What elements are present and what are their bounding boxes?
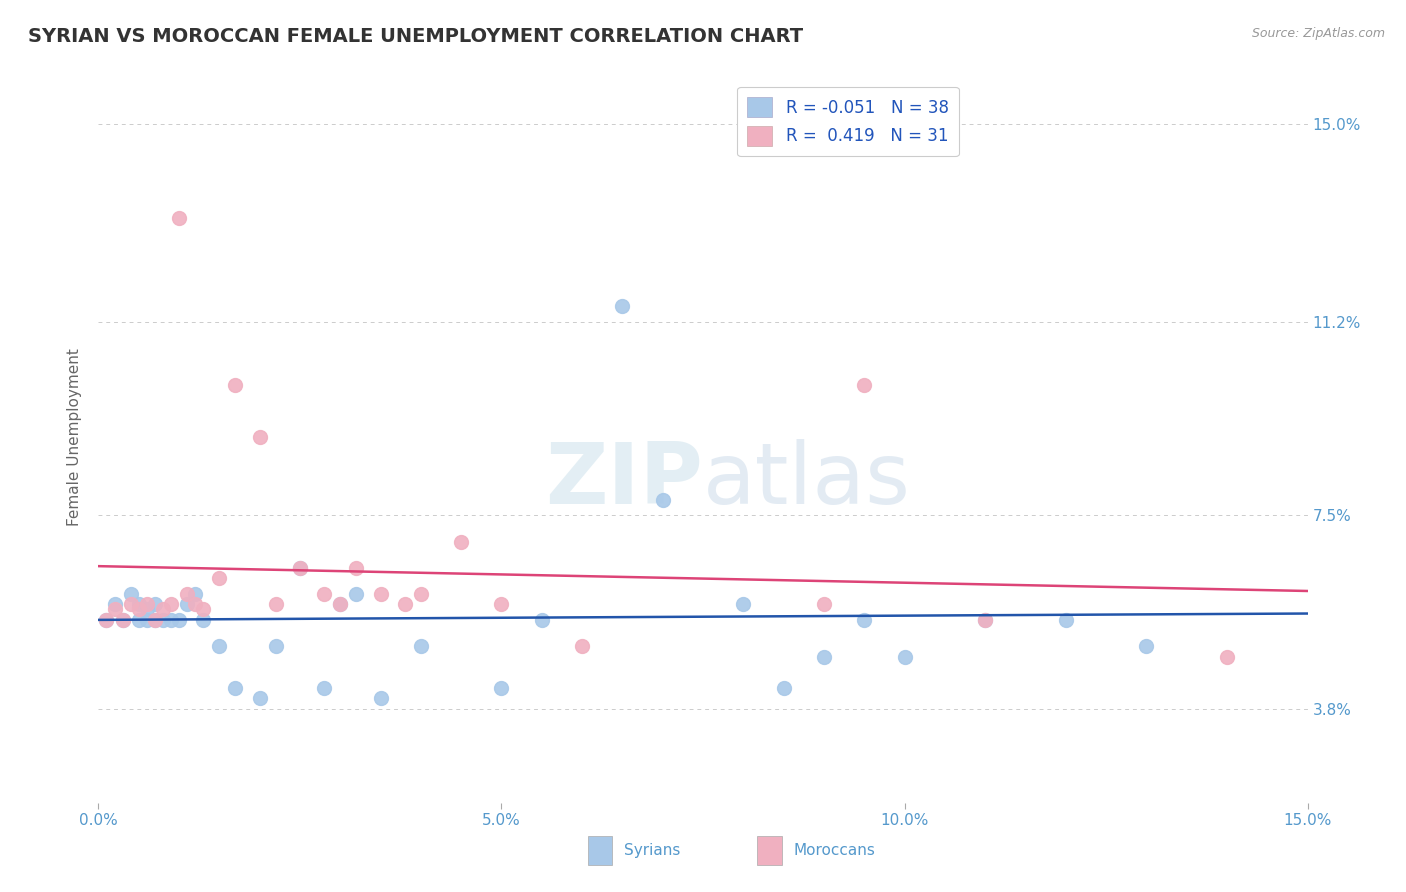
Point	[394, 597, 416, 611]
Point	[120, 597, 142, 611]
Y-axis label: Female Unemployment: Female Unemployment	[67, 348, 83, 526]
Point	[208, 571, 231, 585]
Text: Moroccans: Moroccans	[793, 843, 876, 858]
Point	[314, 587, 336, 601]
FancyBboxPatch shape	[758, 836, 782, 865]
Point	[111, 613, 134, 627]
Point	[813, 649, 835, 664]
Point	[651, 492, 673, 507]
Point	[96, 613, 118, 627]
Point	[491, 597, 513, 611]
Point	[370, 691, 392, 706]
Point	[288, 560, 311, 574]
Point	[176, 587, 198, 601]
Point	[143, 597, 166, 611]
Point	[184, 587, 207, 601]
Point	[491, 681, 513, 695]
Point	[893, 649, 915, 664]
Point	[176, 597, 198, 611]
Point	[370, 587, 392, 601]
Text: Syrians: Syrians	[624, 843, 681, 858]
Point	[128, 602, 150, 616]
Point	[329, 597, 352, 611]
Point	[772, 681, 794, 695]
Point	[530, 613, 553, 627]
Point	[184, 597, 207, 611]
Point	[152, 602, 174, 616]
Point	[1216, 649, 1239, 664]
Point	[193, 602, 215, 616]
Point	[329, 597, 352, 611]
Point	[733, 597, 755, 611]
Point	[160, 613, 183, 627]
Point	[264, 597, 287, 611]
Point	[344, 587, 367, 601]
Point	[193, 613, 215, 627]
Point	[813, 597, 835, 611]
Point	[96, 613, 118, 627]
Point	[160, 597, 183, 611]
Point	[224, 377, 246, 392]
Point	[167, 211, 190, 225]
Point	[264, 639, 287, 653]
Point	[1135, 639, 1157, 653]
Text: ZIP: ZIP	[546, 440, 703, 523]
Point	[143, 613, 166, 627]
Legend: R = -0.051   N = 38, R =  0.419   N = 31: R = -0.051 N = 38, R = 0.419 N = 31	[737, 87, 959, 156]
Point	[135, 597, 157, 611]
Point	[853, 613, 876, 627]
Point	[249, 430, 271, 444]
Point	[409, 639, 432, 653]
Point	[314, 681, 336, 695]
Point	[409, 587, 432, 601]
Point	[152, 613, 174, 627]
Point	[143, 613, 166, 627]
Text: Source: ZipAtlas.com: Source: ZipAtlas.com	[1251, 27, 1385, 40]
Point	[128, 613, 150, 627]
Point	[450, 534, 472, 549]
Point	[249, 691, 271, 706]
Point	[974, 613, 997, 627]
Point	[111, 613, 134, 627]
Point	[135, 613, 157, 627]
Point	[612, 300, 634, 314]
Point	[135, 602, 157, 616]
Point	[344, 560, 367, 574]
Point	[208, 639, 231, 653]
Point	[103, 597, 125, 611]
Text: SYRIAN VS MOROCCAN FEMALE UNEMPLOYMENT CORRELATION CHART: SYRIAN VS MOROCCAN FEMALE UNEMPLOYMENT C…	[28, 27, 803, 45]
Point	[288, 560, 311, 574]
Text: atlas: atlas	[703, 440, 911, 523]
Point	[120, 587, 142, 601]
Point	[103, 602, 125, 616]
Point	[571, 639, 593, 653]
Point	[974, 613, 997, 627]
FancyBboxPatch shape	[588, 836, 613, 865]
Point	[853, 377, 876, 392]
Point	[167, 613, 190, 627]
Point	[128, 597, 150, 611]
Point	[224, 681, 246, 695]
Point	[1054, 613, 1077, 627]
